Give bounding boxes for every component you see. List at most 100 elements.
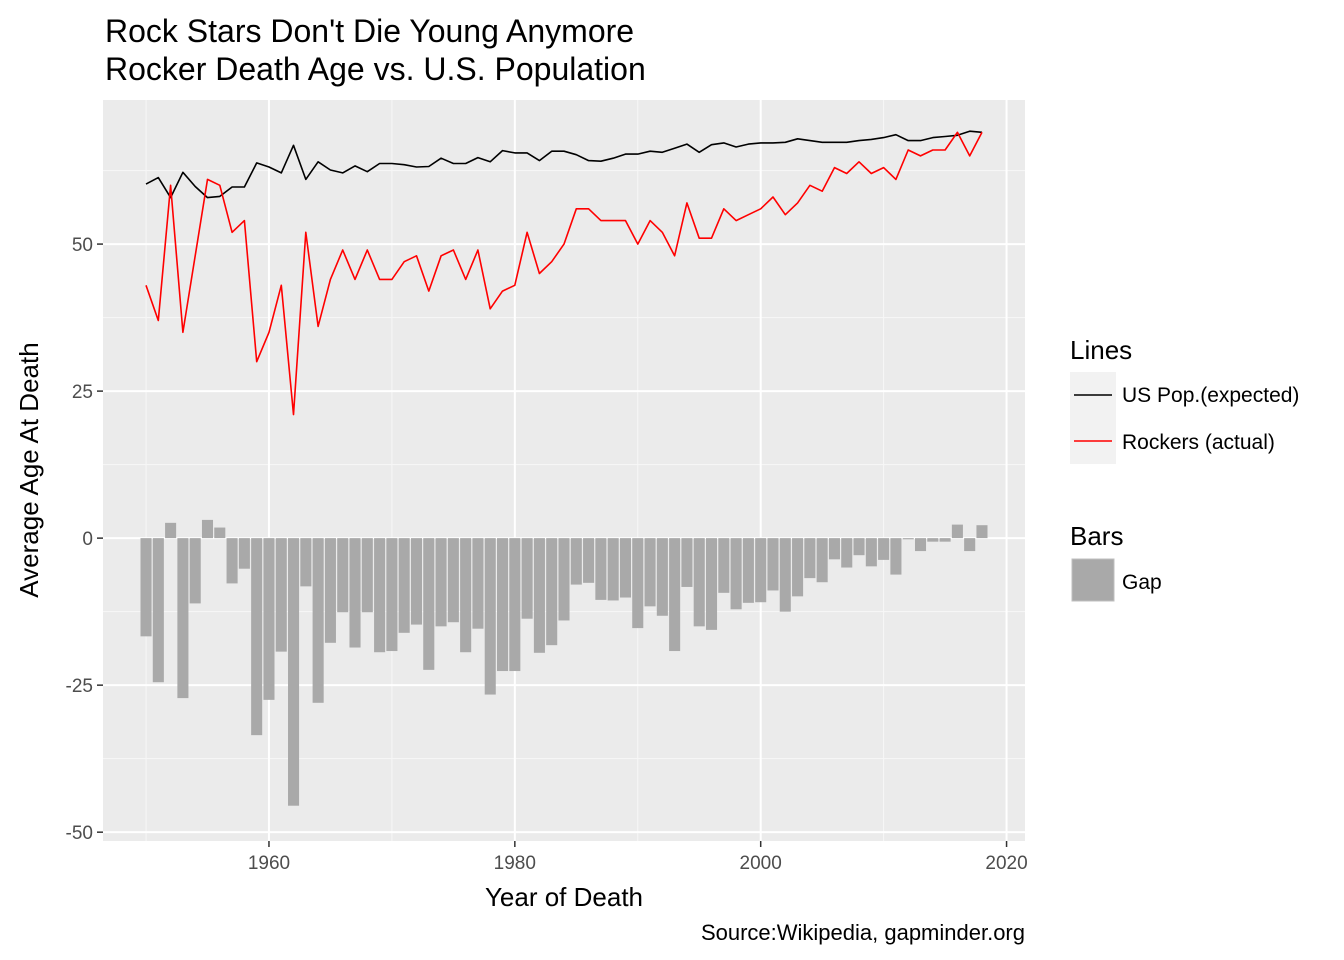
gap-bar (927, 538, 939, 542)
gap-bar (140, 538, 152, 637)
gap-bar (497, 538, 509, 672)
gap-bar (165, 522, 177, 539)
gap-bar (767, 538, 779, 591)
gap-bar (361, 538, 373, 613)
x-tick-label: 2000 (740, 853, 782, 874)
gap-bar (792, 538, 804, 597)
gap-bar (460, 538, 472, 653)
legend-item-gap: Gap (1071, 558, 1162, 602)
gap-bar (816, 538, 828, 583)
gap-bar (558, 538, 570, 621)
x-axis-title: Year of Death (485, 882, 643, 912)
gap-bar (619, 538, 631, 598)
gap-bar (681, 538, 693, 587)
gap-bar (939, 538, 951, 542)
gap-bar (730, 538, 742, 610)
gap-bar (828, 538, 840, 560)
series-lines (145, 130, 983, 416)
gap-bar (964, 538, 976, 552)
gap-bar (878, 538, 890, 560)
us-pop-line (145, 130, 983, 199)
gap-bar (546, 538, 558, 646)
legend-item-rockers: Rockers (actual) (1070, 418, 1275, 464)
gap-bar (669, 538, 681, 652)
y-tick-label: -25 (66, 676, 93, 697)
y-tick-label: 25 (72, 382, 93, 403)
plot-panel (103, 100, 1025, 841)
gap-bar (177, 538, 189, 699)
x-tick-label: 1980 (494, 853, 536, 874)
gap-bar (779, 538, 791, 612)
gap-bar (152, 538, 164, 683)
gap-bar (718, 538, 730, 593)
gap-bar (656, 538, 668, 616)
gap-bar (349, 538, 361, 648)
legend-label-rockers: Rockers (actual) (1122, 431, 1275, 454)
chart-subtitle: Rocker Death Age vs. U.S. Population (105, 51, 646, 87)
gap-bar (914, 538, 927, 552)
gap-bar (595, 538, 607, 600)
rockers-line (145, 131, 983, 416)
gap-bar (423, 538, 435, 670)
chart-title: Rock Stars Don't Die Young Anymore (105, 13, 634, 49)
gap-bar (386, 538, 398, 652)
gap-bar (214, 527, 226, 539)
gap-bar (644, 538, 656, 607)
gap-bar (288, 538, 300, 806)
gap-bar (509, 538, 521, 672)
gap-bar (804, 538, 816, 579)
gap-bar (533, 538, 545, 653)
gap-bar (890, 538, 902, 575)
gap-bar (410, 538, 423, 625)
gap-bar (951, 524, 963, 539)
x-tick-label: 2020 (985, 853, 1027, 874)
y-tick-label: 0 (82, 529, 93, 550)
caption: Source:Wikipedia, gapminder.org (701, 920, 1025, 945)
gap-bar (853, 538, 865, 556)
x-axis: 1960 1980 2000 2020 (248, 841, 1028, 874)
y-tick-label: 50 (72, 235, 93, 256)
gap-bar (201, 519, 214, 539)
gap-bar (583, 538, 595, 583)
gap-bar (841, 538, 853, 568)
gap-bar (435, 538, 447, 627)
gap-bar (337, 538, 349, 613)
gap-bar (570, 538, 582, 585)
gap-bar (742, 538, 754, 603)
legend-key-gap (1071, 558, 1115, 602)
gap-bar (324, 538, 336, 643)
y-tick-label: -50 (66, 823, 93, 844)
gap-bar (374, 538, 386, 653)
gap-bar (251, 538, 263, 736)
gap-bar (865, 538, 877, 567)
gap-bar (607, 538, 619, 601)
gap-bar (275, 538, 287, 652)
gap-bar (238, 538, 250, 569)
gap-bar (300, 538, 312, 587)
gap-bar (521, 538, 533, 619)
gap-bar (226, 538, 238, 584)
gap-bar (693, 538, 705, 627)
gap-bars (140, 519, 988, 806)
legend-title-bars: Bars (1070, 521, 1123, 551)
y-axis: -50 -25 0 25 50 (66, 235, 103, 844)
legend: Lines US Pop.(expected) Rockers (actual)… (1070, 335, 1299, 602)
legend-item-us-pop: US Pop.(expected) (1070, 372, 1299, 418)
legend-label-gap: Gap (1122, 571, 1162, 594)
gap-bar (902, 538, 914, 540)
gap-bar (312, 538, 324, 703)
x-tick-label: 1960 (248, 853, 290, 874)
legend-title-lines: Lines (1070, 335, 1132, 365)
legend-label-us-pop: US Pop.(expected) (1122, 384, 1299, 407)
gap-bar (755, 538, 767, 603)
gap-bar (484, 538, 496, 695)
gap-bar (398, 538, 410, 633)
gap-bar (632, 538, 644, 629)
gap-bar (263, 538, 275, 700)
gap-bar (472, 538, 484, 629)
gap-bar (447, 538, 459, 623)
gap-bar (189, 538, 201, 604)
gap-bar (705, 538, 718, 630)
gap-bar (976, 525, 988, 539)
